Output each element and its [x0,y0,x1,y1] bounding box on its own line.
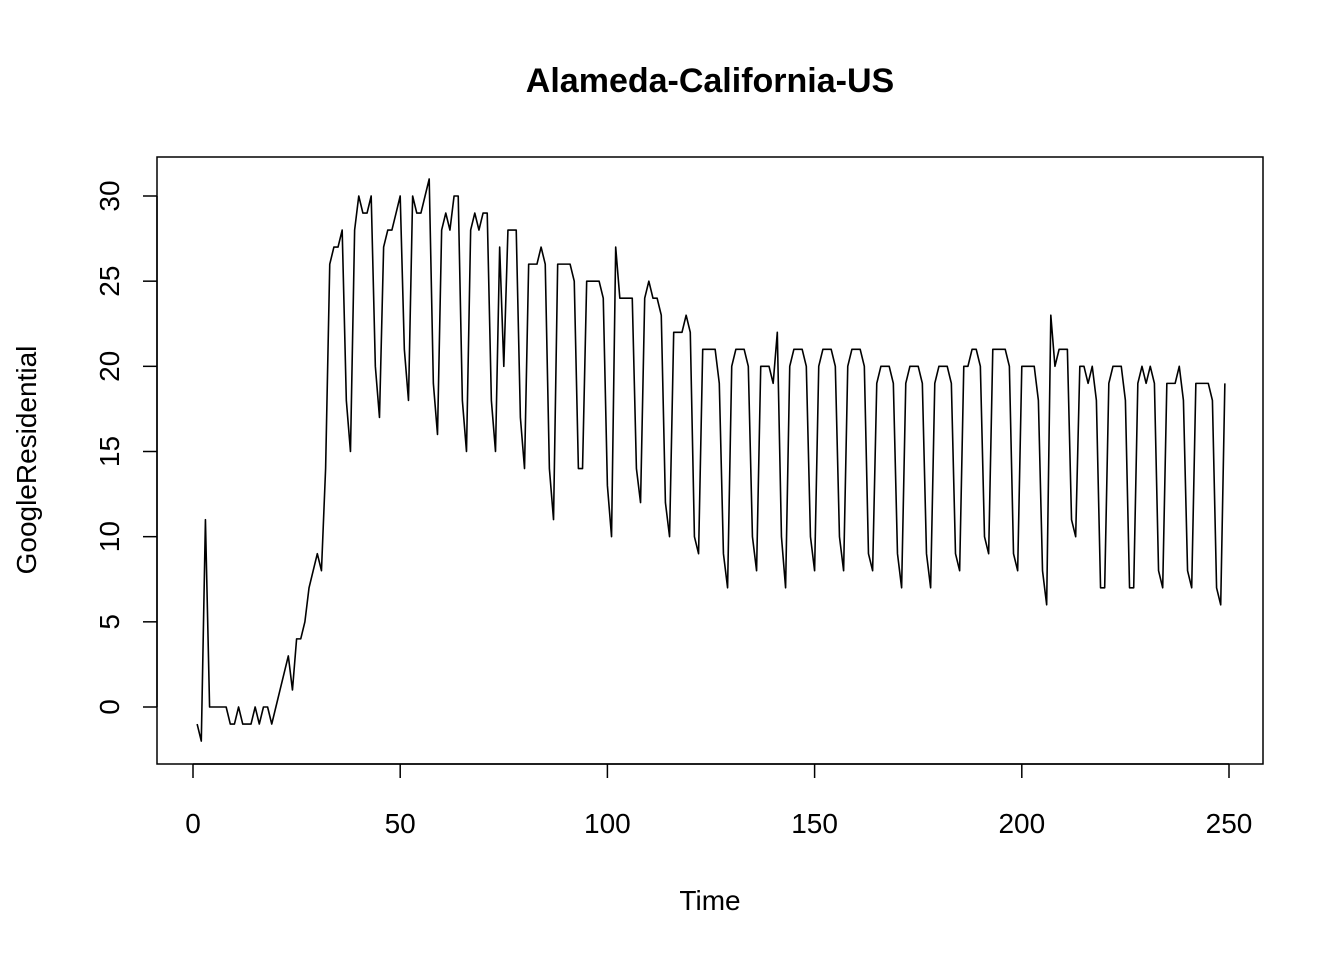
y-tick-label: 20 [94,351,125,382]
x-tick-label: 50 [385,808,416,839]
y-tick-label: 10 [94,521,125,552]
x-tick-label: 100 [584,808,631,839]
y-axis: 0 5 10 15 20 25 30 [94,180,158,715]
x-tick-label: 150 [791,808,838,839]
y-tick-label: 0 [94,699,125,715]
x-axis: 0 50 100 150 200 250 [185,763,1253,839]
y-axis-label: GoogleResidential [11,346,42,575]
x-tick-label: 250 [1206,808,1253,839]
y-tick-label: 5 [94,614,125,630]
series-line [196,178,1226,742]
y-tick-label: 30 [94,180,125,211]
x-tick-label: 200 [998,808,1045,839]
x-tick-label: 0 [185,808,201,839]
y-tick-label: 25 [94,266,125,297]
y-tick-label: 15 [94,436,125,467]
x-axis-label: Time [679,885,740,916]
chart-title: Alameda-California-US [526,62,894,100]
